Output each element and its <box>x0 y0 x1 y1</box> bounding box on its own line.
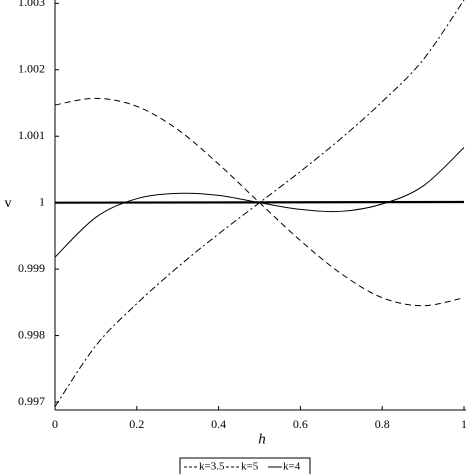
x-tick-label: 0 <box>52 417 58 431</box>
x-tick-label: 0.6 <box>293 417 308 431</box>
y-axis-label: v <box>5 196 12 211</box>
y-tick-label: 1.002 <box>18 62 45 76</box>
legend-box <box>179 457 311 474</box>
series-line <box>54 147 465 258</box>
legend-label: k=4 <box>283 461 301 473</box>
x-axis-label: h <box>258 431 266 447</box>
legend-label: k=5 <box>241 461 259 473</box>
y-tick-label: 1 <box>39 194 45 208</box>
y-tick-label: 0.998 <box>18 327 45 341</box>
x-tick-label: 0.2 <box>129 417 144 431</box>
x-tick-label: 1 <box>461 417 467 431</box>
y-tick-label: 0.999 <box>18 261 45 275</box>
x-tick-label: 0.8 <box>375 417 390 431</box>
y-tick-label: 0.997 <box>18 394 45 408</box>
y-tick-label: 1.003 <box>18 0 45 9</box>
y-tick-label: 1.001 <box>18 128 45 142</box>
x-tick-label: 0.4 <box>211 417 226 431</box>
legend-label: k=3.5 <box>199 461 225 473</box>
